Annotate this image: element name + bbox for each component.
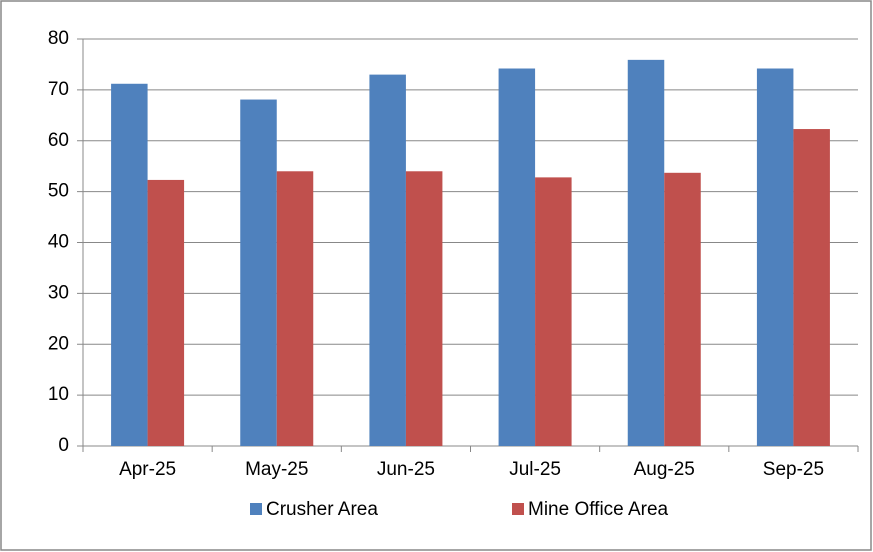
y-tick-label: 80 (48, 28, 69, 49)
x-tick-label: May-25 (245, 459, 308, 480)
bar (756, 68, 794, 446)
legend-swatch (512, 503, 524, 515)
bar (498, 68, 536, 446)
y-tick-label: 0 (58, 435, 69, 456)
y-tick-label: 60 (48, 130, 69, 151)
x-tick-label: Jul-25 (509, 459, 561, 480)
y-tick-label: 20 (48, 333, 69, 354)
y-tick-label: 40 (48, 232, 69, 253)
x-tick-label: Apr-25 (119, 459, 176, 480)
bar (535, 177, 572, 446)
y-tick-label: 10 (48, 384, 69, 405)
x-tick-label: Jun-25 (377, 459, 435, 480)
x-tick-label: Aug-25 (634, 459, 695, 480)
y-tick-label: 70 (48, 79, 69, 100)
bar (240, 99, 277, 446)
legend-label: Crusher Area (266, 499, 378, 520)
bar (793, 129, 830, 446)
bar (405, 171, 443, 446)
bar (147, 179, 185, 446)
legend-swatch (250, 503, 262, 515)
legend-label: Mine Office Area (528, 499, 669, 520)
bar (111, 83, 148, 447)
bar (369, 74, 406, 447)
bar (627, 59, 665, 446)
bar (664, 172, 701, 446)
y-tick-label: 50 (48, 181, 69, 202)
y-tick-label: 30 (48, 282, 69, 303)
bar (276, 171, 314, 446)
x-tick-label: Sep-25 (763, 459, 824, 480)
